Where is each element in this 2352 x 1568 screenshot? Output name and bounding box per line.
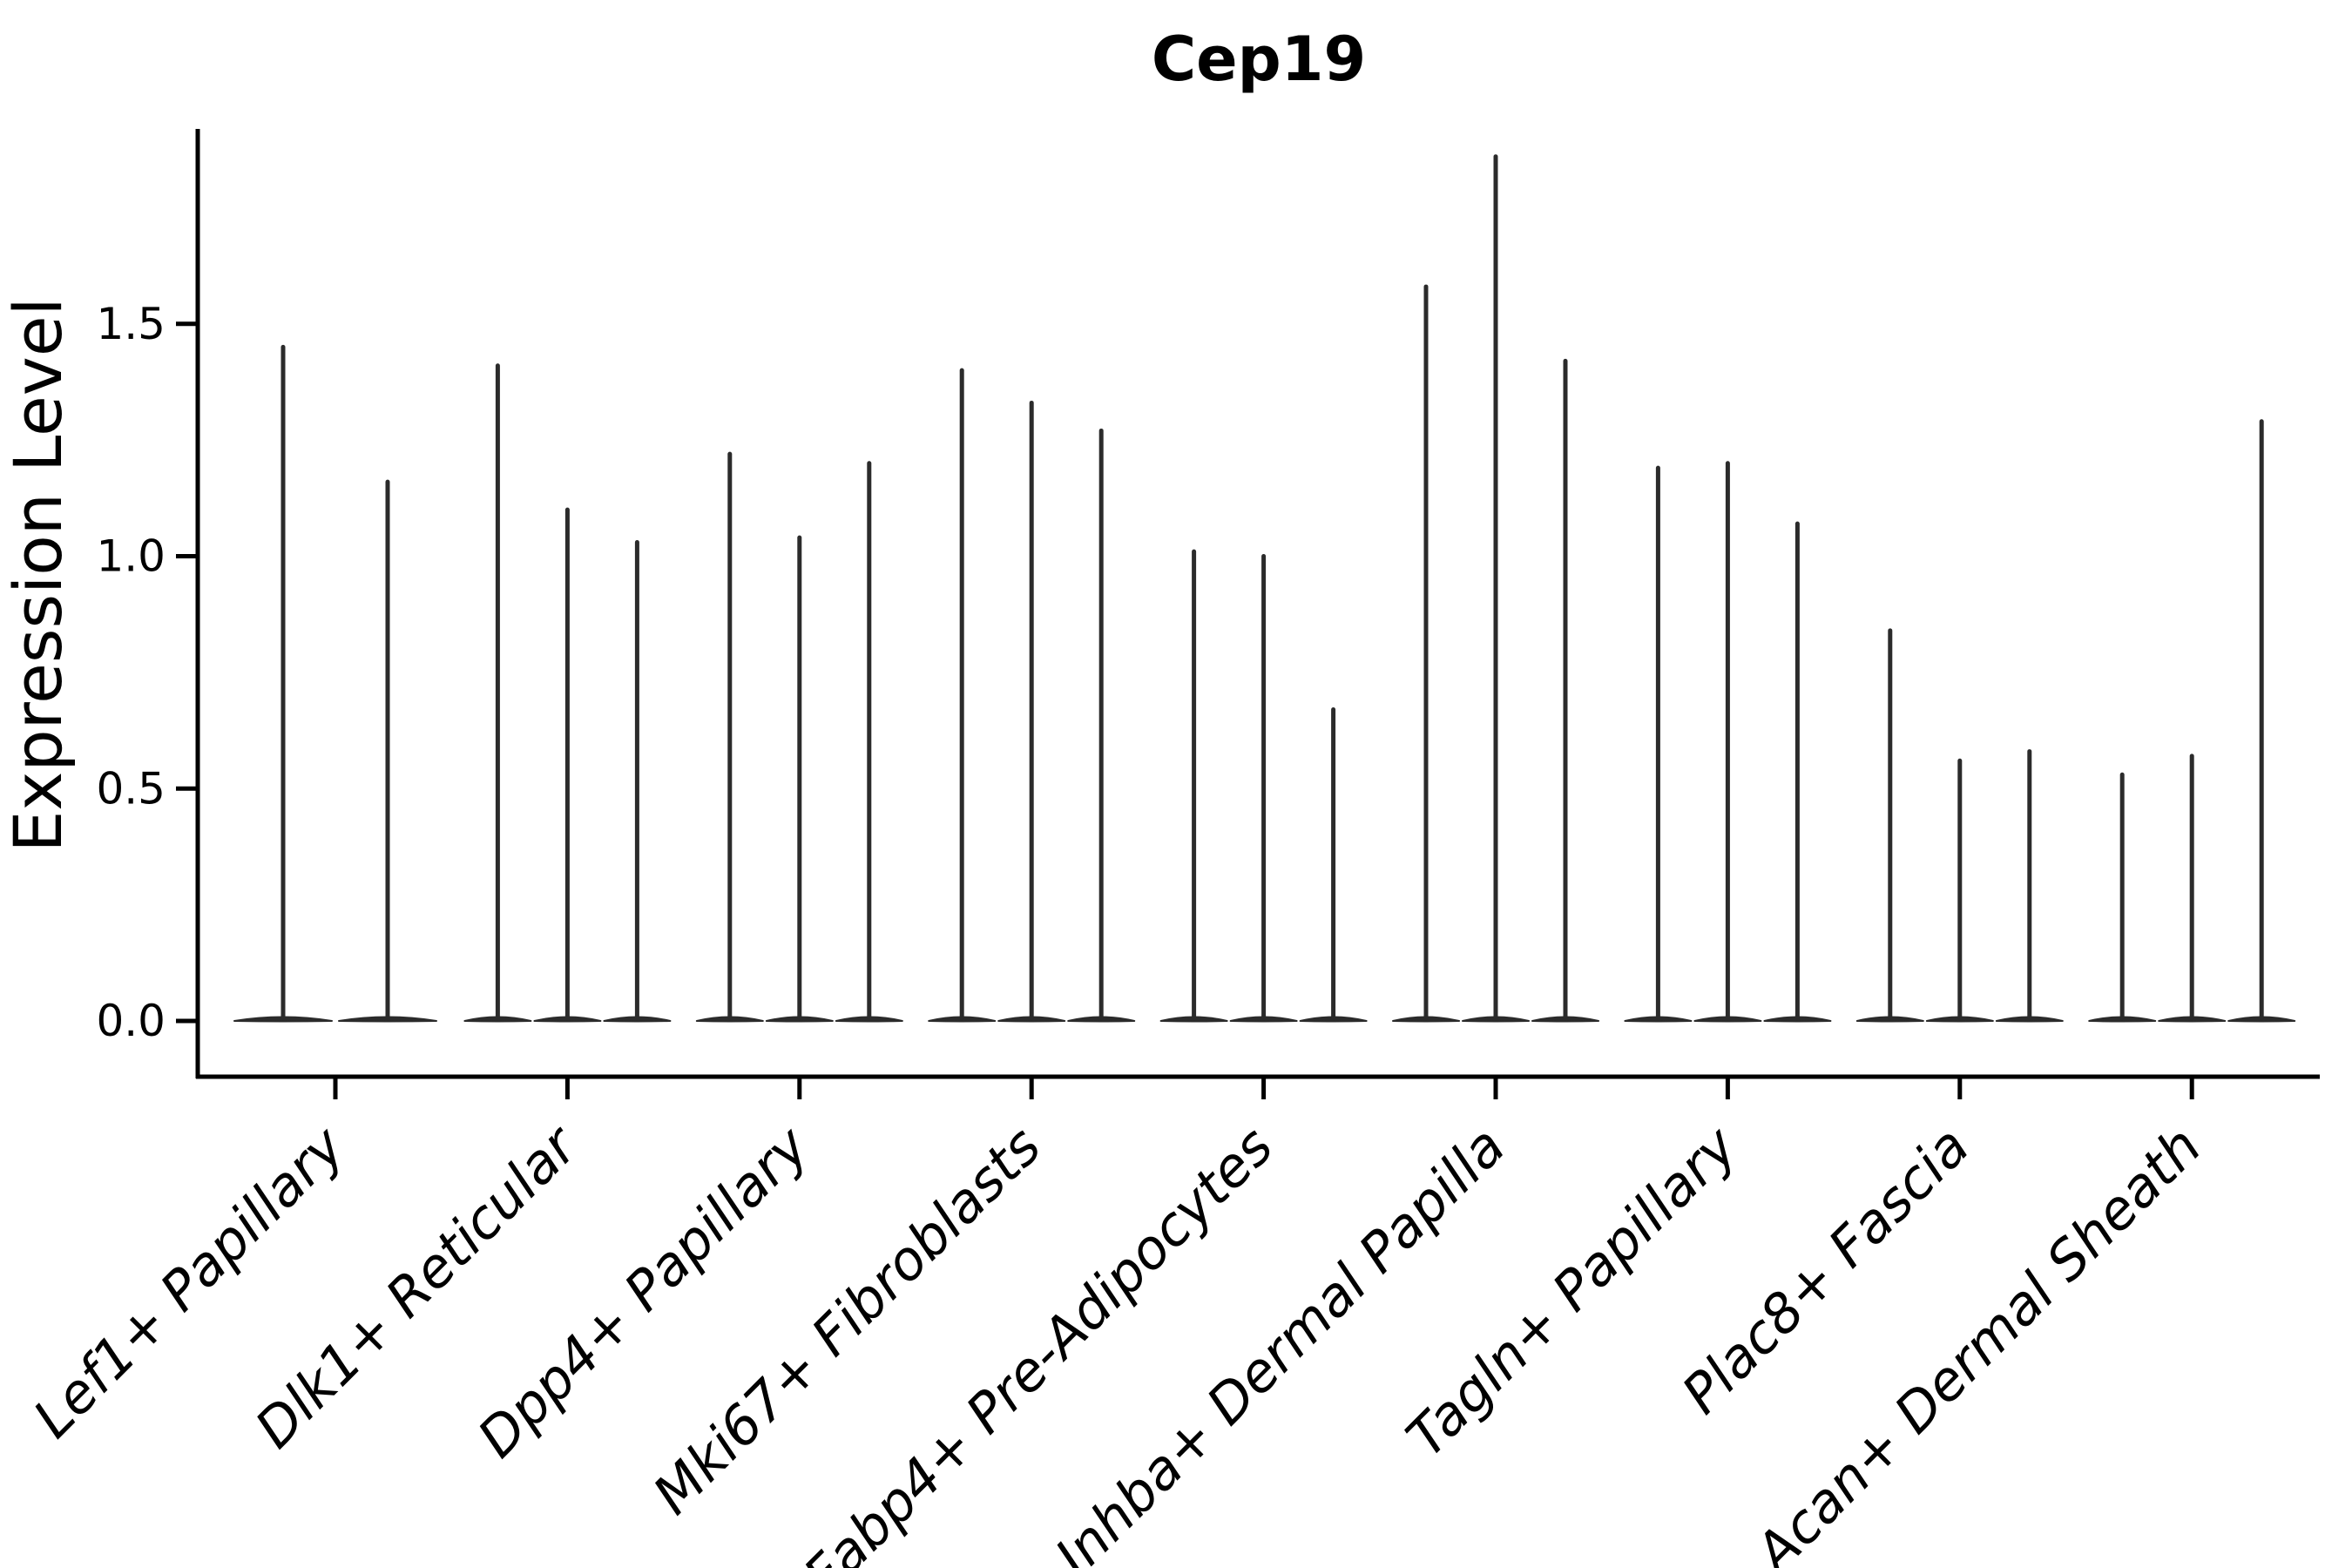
x-tick-label: Inhba+ Dermal Papilla: [1043, 1114, 1517, 1568]
y-tick-label: 0.0: [96, 996, 166, 1046]
y-tick-label: 1.5: [96, 299, 166, 349]
y-tick-label: 0.5: [96, 763, 166, 814]
axes-layer: [176, 129, 2320, 1099]
x-tick-label: Mki67+ Fibroblasts: [641, 1114, 1053, 1526]
y-axis-label: Expression Level: [0, 297, 77, 852]
violin-layer: [233, 154, 2296, 1023]
chart-title: Cep19: [1152, 24, 1366, 95]
y-tick-label: 1.0: [96, 531, 166, 582]
x-tick-label: Acan+ Dermal Sheath: [1740, 1114, 2213, 1568]
